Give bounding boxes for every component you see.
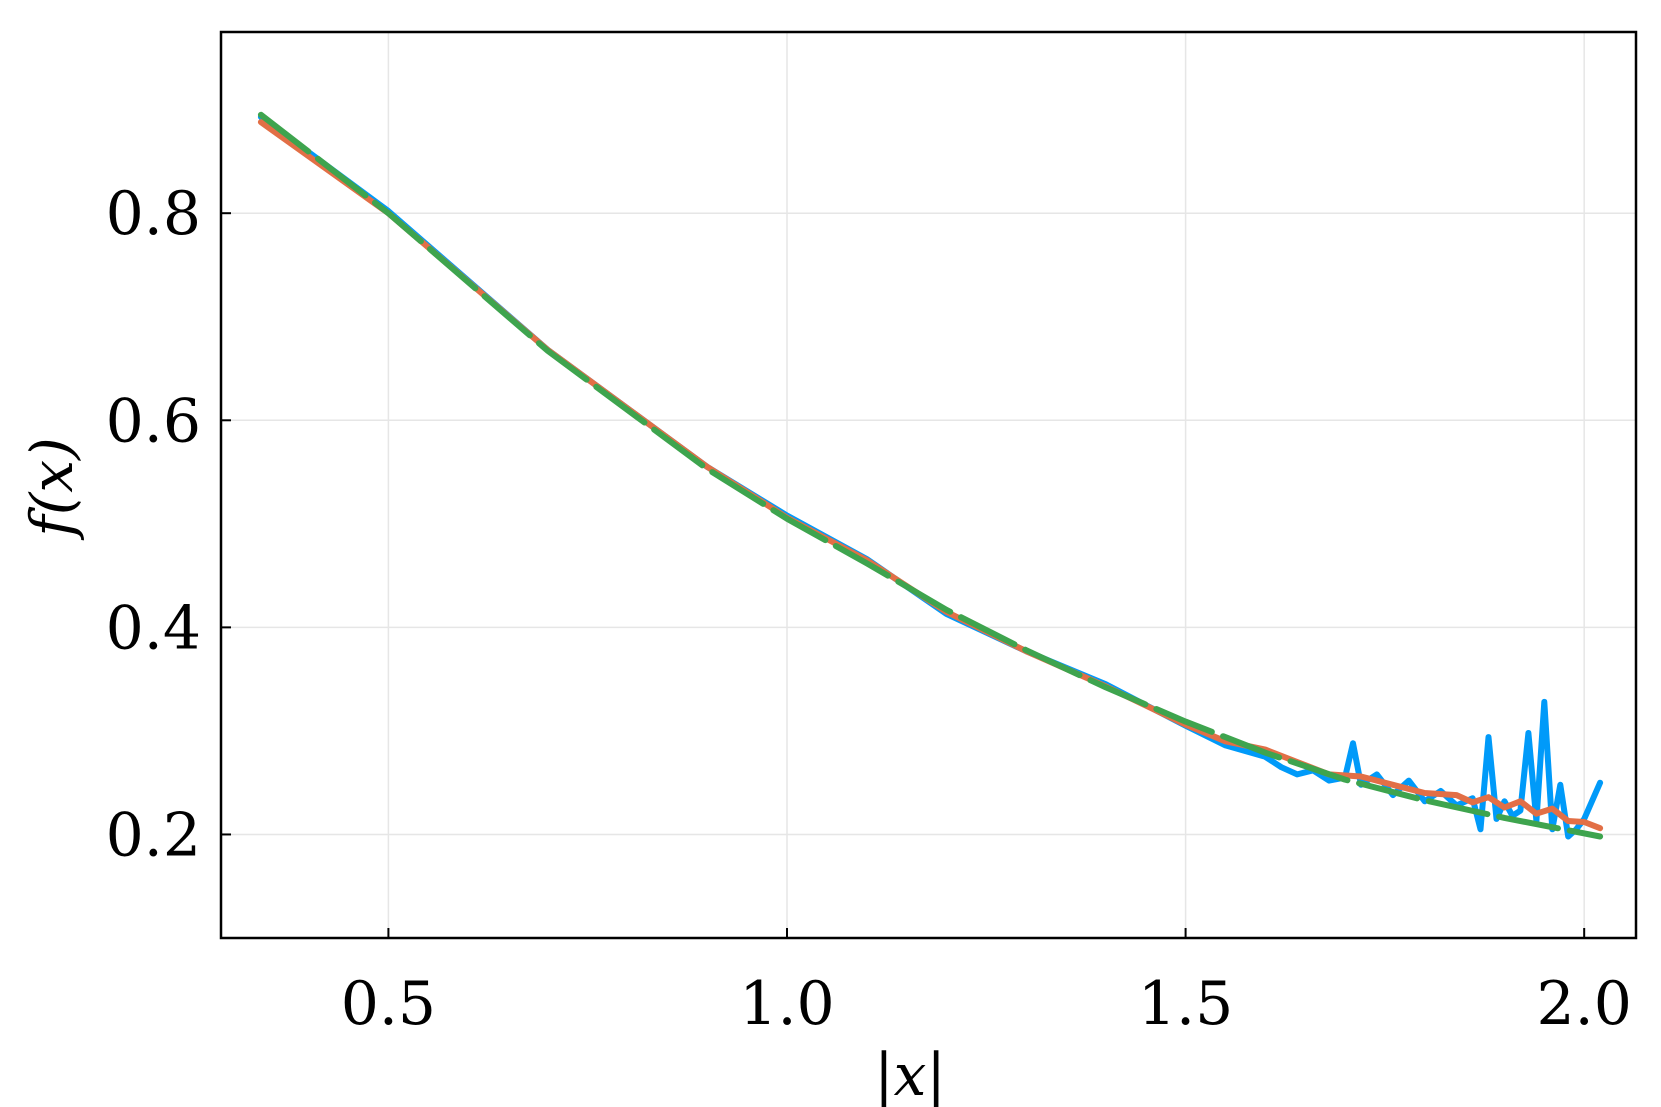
grid-lines xyxy=(221,32,1636,938)
x-tick-label: 2.0 xyxy=(1536,969,1631,1039)
series-line-2 xyxy=(257,119,1604,832)
x-tick-label: 1.0 xyxy=(739,969,834,1039)
y-tick-label: 0.2 xyxy=(106,800,201,870)
plot-frame xyxy=(219,30,1638,940)
series-line-1 xyxy=(257,113,1604,840)
y-tick-label: 0.4 xyxy=(106,593,201,663)
series-line-3 xyxy=(257,111,1604,840)
y-tick-label: 0.8 xyxy=(106,179,201,249)
axis-ticks: 0.5 1.0 1.5 2.0 0.2 0.4 0.6 0.8 xyxy=(106,179,1632,1039)
x-tick-label: 1.5 xyxy=(1138,969,1233,1039)
series-layer xyxy=(257,111,1604,840)
x-axis-label: |x| xyxy=(874,1041,946,1107)
y-tick-label: 0.6 xyxy=(106,386,201,456)
x-tick-label: 0.5 xyxy=(341,969,436,1039)
y-axis-label: f(x) xyxy=(18,437,86,540)
